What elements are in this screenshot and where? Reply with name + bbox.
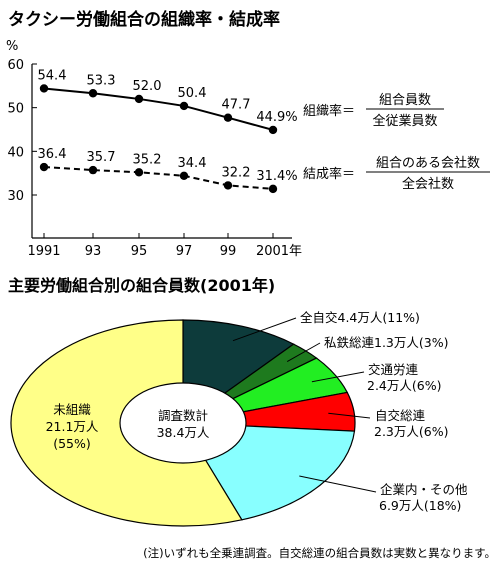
pie-label: 全自交4.4万人(11%) bbox=[300, 310, 420, 325]
pie-label: 企業内・その他 bbox=[380, 482, 468, 497]
y-tick-label: 40 bbox=[7, 145, 24, 160]
series-line-formation-rate bbox=[43, 166, 274, 190]
formula-formation-rate: 結成率＝ 組合のある会社数 全会社数 bbox=[303, 155, 490, 192]
pie-label: 未組織 bbox=[53, 402, 91, 417]
pie-center-line2: 38.4万人 bbox=[157, 425, 210, 440]
formula-organization-label: 組織率＝ bbox=[303, 103, 355, 119]
formula-formation-denominator: 全会社数 bbox=[402, 176, 454, 192]
line-chart-title: タクシー労働組合の組織率・結成率 bbox=[8, 9, 280, 30]
data-label: 36.4 bbox=[38, 147, 67, 162]
data-point bbox=[223, 113, 233, 122]
pie-label-value: 2.4万人(6%) bbox=[367, 378, 441, 393]
formula-organization-rate: 組織率＝ 組合員数 全従業員数 bbox=[303, 93, 444, 129]
data-point bbox=[134, 94, 144, 104]
pie-label: 私鉄総連1.3万人(3%) bbox=[324, 335, 448, 350]
pie-label-percent: (55%) bbox=[53, 436, 91, 451]
x-tick-label: 1991 bbox=[27, 244, 60, 259]
data-point bbox=[88, 165, 98, 175]
formula-formation-label: 結成率＝ bbox=[303, 166, 355, 182]
pie-center-hole bbox=[119, 382, 247, 464]
data-label: 35.7 bbox=[87, 150, 116, 165]
data-label: 44.9% bbox=[256, 110, 297, 125]
pie-leader-line bbox=[232, 317, 297, 342]
pie-label-value: 2.3万人(6%) bbox=[374, 424, 448, 439]
pie-center-line1: 調査数計 bbox=[158, 408, 208, 423]
formula-organization-numerator: 組合員数 bbox=[379, 93, 431, 108]
pie-leader-line bbox=[311, 371, 365, 383]
pie-leader-line bbox=[328, 412, 371, 419]
footnote: (注)いずれも全乗連調査。自交総連の組合員数は実数と異なります。 bbox=[143, 546, 496, 560]
formula-organization-denominator: 全従業員数 bbox=[372, 113, 437, 129]
data-point bbox=[179, 171, 189, 180]
y-tick-label: 30 bbox=[7, 189, 24, 204]
pie-leader-line bbox=[286, 342, 321, 363]
data-point bbox=[88, 89, 98, 98]
data-point bbox=[39, 162, 49, 172]
pie-label-value: 6.9万人(18%) bbox=[379, 498, 461, 513]
data-point bbox=[223, 181, 233, 190]
y-unit-label: % bbox=[6, 39, 18, 54]
data-point bbox=[268, 184, 278, 194]
data-label: 34.4 bbox=[178, 156, 207, 171]
line-series: 54.4 53.3 52.0 50.4 47.7 44.9% 36.4 35.7 35.2 34.… bbox=[38, 68, 298, 194]
pie-label: 自交総連 bbox=[375, 408, 426, 423]
data-point bbox=[179, 101, 189, 111]
pie-chart-title: 主要労働組合別の組合員数(2001年) bbox=[8, 276, 275, 295]
data-point bbox=[39, 84, 49, 93]
data-point bbox=[134, 168, 144, 177]
pie-label-value: 21.1万人 bbox=[46, 419, 99, 434]
data-label: 53.3 bbox=[87, 73, 116, 88]
x-tick-label: 97 bbox=[176, 244, 193, 259]
data-label: 50.4 bbox=[178, 86, 207, 101]
pie-leader-line bbox=[299, 475, 377, 493]
x-tick-label: 95 bbox=[131, 244, 148, 259]
formula-formation-numerator: 組合のある会社数 bbox=[376, 155, 480, 171]
x-tick-labels: 1991 93 95 97 99 2001年 bbox=[27, 233, 302, 259]
y-tick-labels: 30 40 50 60 bbox=[7, 58, 37, 204]
data-label: 35.2 bbox=[133, 152, 162, 167]
y-tick-label: 50 bbox=[7, 102, 24, 117]
data-label: 54.4 bbox=[38, 68, 67, 83]
pie-label: 交通労連 bbox=[368, 362, 419, 377]
data-label: 31.4% bbox=[256, 169, 297, 184]
x-tick-label: 99 bbox=[220, 244, 237, 259]
data-label: 32.2 bbox=[222, 165, 251, 180]
data-label: 52.0 bbox=[133, 79, 162, 94]
data-point bbox=[268, 125, 278, 135]
data-label: 47.7 bbox=[222, 98, 251, 113]
x-tick-label: 2001年 bbox=[256, 244, 302, 259]
y-tick-label: 60 bbox=[7, 58, 24, 73]
x-tick-label: 93 bbox=[85, 244, 102, 259]
series-line-organization-rate bbox=[43, 87, 274, 131]
